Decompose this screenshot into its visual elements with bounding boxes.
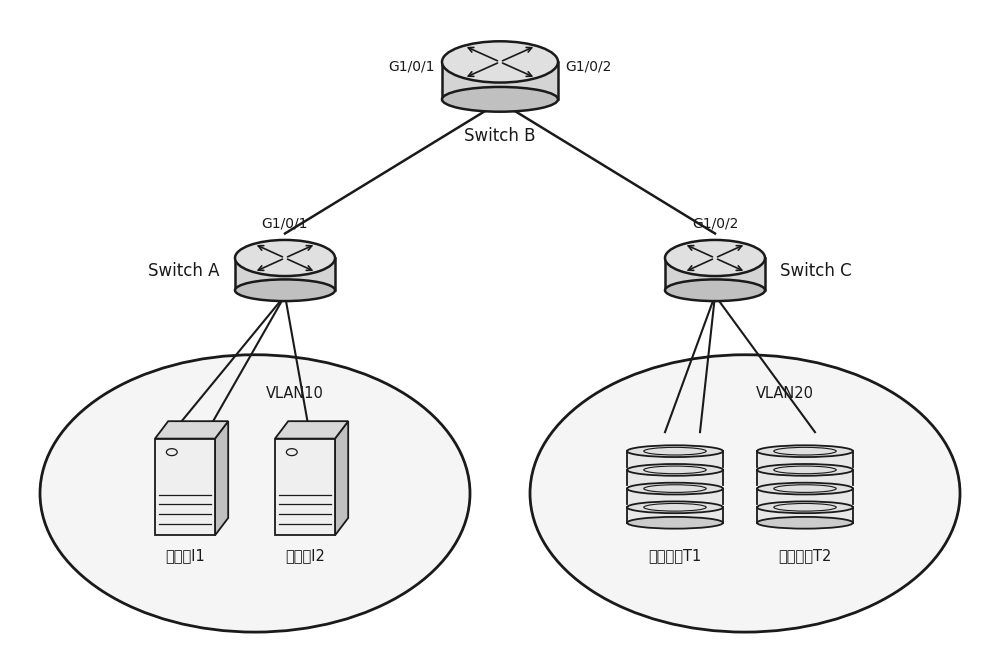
Text: 存储设备T1: 存储设备T1	[648, 548, 702, 563]
Polygon shape	[335, 421, 348, 535]
Text: G1/0/1: G1/0/1	[388, 59, 435, 74]
Text: 服务器I2: 服务器I2	[285, 548, 325, 563]
Polygon shape	[235, 258, 335, 290]
Ellipse shape	[627, 464, 723, 476]
Polygon shape	[627, 507, 723, 522]
Text: Switch B: Switch B	[464, 127, 536, 145]
Polygon shape	[155, 421, 228, 439]
Ellipse shape	[757, 517, 853, 529]
Text: VLAN20: VLAN20	[756, 386, 814, 401]
Text: VLAN10: VLAN10	[266, 386, 324, 401]
Polygon shape	[757, 489, 853, 504]
Polygon shape	[757, 470, 853, 486]
Polygon shape	[665, 258, 765, 290]
Polygon shape	[155, 439, 215, 535]
Text: G1/0/2: G1/0/2	[692, 216, 738, 230]
Ellipse shape	[757, 482, 853, 495]
Polygon shape	[627, 451, 723, 467]
Ellipse shape	[235, 279, 335, 301]
Polygon shape	[627, 489, 723, 504]
Polygon shape	[275, 439, 335, 535]
Ellipse shape	[627, 445, 723, 457]
Ellipse shape	[235, 240, 335, 276]
Ellipse shape	[530, 355, 960, 632]
Ellipse shape	[665, 240, 765, 276]
Polygon shape	[215, 421, 228, 535]
Ellipse shape	[757, 464, 853, 476]
Ellipse shape	[665, 279, 765, 301]
Polygon shape	[627, 470, 723, 486]
Polygon shape	[757, 507, 853, 522]
Text: 存储设备T2: 存储设备T2	[778, 548, 832, 563]
Text: Switch A: Switch A	[148, 262, 220, 280]
Ellipse shape	[442, 41, 558, 83]
Text: 服务器I1: 服务器I1	[165, 548, 205, 563]
Ellipse shape	[442, 87, 558, 112]
Ellipse shape	[627, 482, 723, 495]
Ellipse shape	[757, 501, 853, 513]
Ellipse shape	[627, 517, 723, 529]
Text: G1/0/2: G1/0/2	[565, 59, 611, 74]
Text: Switch C: Switch C	[780, 262, 852, 280]
Polygon shape	[757, 451, 853, 467]
Ellipse shape	[40, 355, 470, 632]
Ellipse shape	[627, 501, 723, 513]
Polygon shape	[442, 62, 558, 99]
Text: G1/0/1: G1/0/1	[262, 216, 308, 230]
Ellipse shape	[757, 445, 853, 457]
Polygon shape	[275, 421, 348, 439]
